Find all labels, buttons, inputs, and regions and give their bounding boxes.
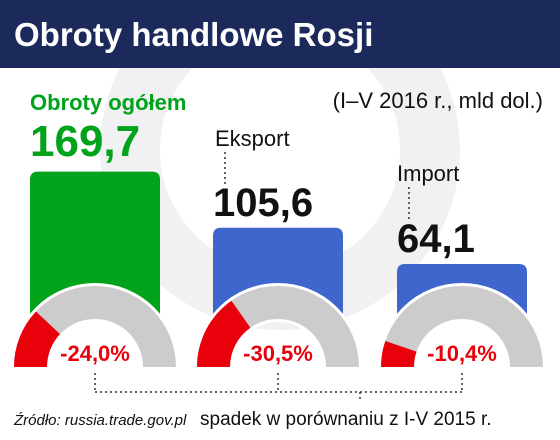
title-bar [0, 0, 560, 68]
value-label: 64,1 [397, 217, 475, 261]
change-arc [14, 311, 61, 367]
change-label: -10,4% [427, 341, 497, 366]
category-label: Eksport [215, 126, 290, 151]
bar [30, 171, 160, 320]
change-arc [197, 300, 251, 367]
gauge [14, 286, 176, 367]
category-label: Obroty ogółem [30, 90, 186, 115]
gauge [381, 286, 543, 367]
value-label: 169,7 [30, 117, 140, 166]
subtitle: (I–V 2016 r., mld dol.) [333, 88, 543, 113]
note: spadek w porównaniu z I-V 2015 r. [200, 409, 492, 430]
source: Źródło: russia.trade.gov.pl [13, 412, 187, 429]
category-label: Import [397, 161, 459, 186]
gauge [197, 286, 359, 367]
chart-title: Obroty handlowe Rosji [14, 16, 373, 53]
gauge-base [12, 367, 178, 371]
gauge-base [195, 367, 361, 371]
change-arc [381, 341, 417, 367]
change-label: -30,5% [243, 341, 313, 366]
gauge-base [379, 367, 545, 371]
change-label: -24,0% [60, 341, 130, 366]
value-label: 105,6 [213, 181, 313, 225]
